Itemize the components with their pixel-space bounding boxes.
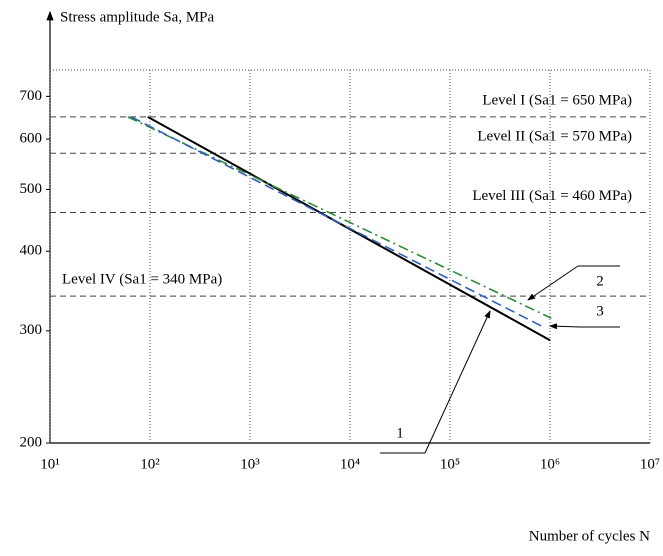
series-line [130,116,546,329]
x-tick-label: 10³ [240,456,260,472]
x-tick-label: 10² [140,456,160,472]
y-axis-label: Stress amplitude Sa, MPa [60,9,215,25]
level-label: Level I (Sa1 = 650 MPa) [482,92,632,108]
x-tick-label: 10⁷ [640,456,660,472]
leader-arrow [527,265,579,301]
x-tick-label: 10⁵ [440,456,460,472]
y-tick-label: 300 [20,322,43,338]
series-label: 2 [596,273,604,289]
series-label: 3 [596,303,604,319]
x-axis-label: Number of cycles N [529,528,650,544]
level-label: Level III (Sa1 = 460 MPa) [472,188,632,204]
y-tick-label: 200 [20,434,43,450]
leader-arrow [424,310,491,454]
y-tick-label: 700 [20,88,43,104]
series-line [127,116,552,319]
level-label: Level II (Sa1 = 570 MPa) [477,129,632,145]
y-tick-label: 400 [20,243,43,259]
x-tick-label: 10¹ [40,456,60,472]
x-tick-label: 10⁶ [540,456,560,472]
leader-arrow [549,323,581,330]
y-tick-label: 600 [20,130,43,146]
x-tick-label: 10⁴ [340,456,360,472]
y-tick-label: 500 [20,181,43,197]
level-label: Level IV (Sa1 = 340 MPa) [62,272,222,288]
series-label: 1 [396,425,404,441]
